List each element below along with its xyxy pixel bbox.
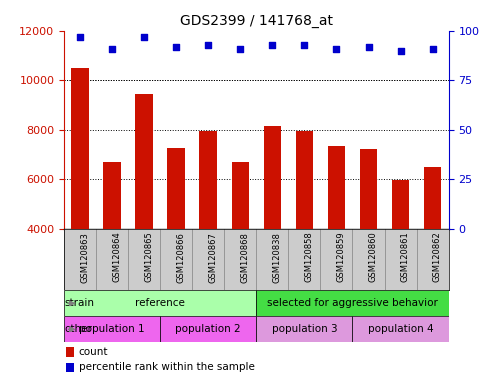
Bar bbox=[360, 149, 377, 228]
Text: population 2: population 2 bbox=[176, 324, 241, 334]
Bar bbox=[136, 94, 153, 228]
Text: GSM120865: GSM120865 bbox=[144, 232, 153, 282]
Bar bbox=[352, 316, 449, 342]
Text: GSM120867: GSM120867 bbox=[208, 232, 217, 283]
Bar bbox=[71, 68, 89, 228]
Point bbox=[173, 43, 180, 50]
Bar bbox=[424, 167, 441, 228]
Point bbox=[140, 33, 148, 40]
Bar bbox=[66, 347, 74, 357]
Bar bbox=[64, 290, 256, 316]
Text: GSM120838: GSM120838 bbox=[272, 232, 282, 283]
Bar bbox=[104, 162, 121, 228]
Bar bbox=[392, 180, 409, 228]
Bar bbox=[200, 131, 217, 228]
Point bbox=[300, 41, 309, 48]
Point bbox=[268, 41, 276, 48]
Title: GDS2399 / 141768_at: GDS2399 / 141768_at bbox=[180, 14, 333, 28]
Text: reference: reference bbox=[135, 298, 185, 308]
Text: GSM120863: GSM120863 bbox=[80, 232, 89, 283]
Text: other: other bbox=[65, 324, 93, 334]
Bar bbox=[66, 363, 74, 372]
Bar bbox=[64, 316, 160, 342]
Point bbox=[236, 45, 244, 51]
Text: GSM120859: GSM120859 bbox=[336, 232, 346, 282]
Bar bbox=[328, 146, 345, 228]
Text: GSM120864: GSM120864 bbox=[112, 232, 121, 282]
Bar bbox=[256, 316, 352, 342]
Text: population 3: population 3 bbox=[272, 324, 337, 334]
Text: count: count bbox=[79, 347, 108, 357]
Bar bbox=[256, 290, 449, 316]
Point bbox=[108, 45, 116, 51]
Point bbox=[396, 48, 404, 54]
Text: GSM120860: GSM120860 bbox=[368, 232, 378, 282]
Point bbox=[364, 43, 373, 50]
Point bbox=[76, 33, 84, 40]
Bar bbox=[264, 126, 281, 228]
Text: strain: strain bbox=[65, 298, 95, 308]
Text: GSM120861: GSM120861 bbox=[400, 232, 410, 282]
Bar bbox=[160, 316, 256, 342]
Text: percentile rank within the sample: percentile rank within the sample bbox=[79, 362, 254, 372]
Bar bbox=[168, 148, 185, 228]
Text: GSM120868: GSM120868 bbox=[240, 232, 249, 283]
Text: GSM120858: GSM120858 bbox=[304, 232, 314, 282]
Point bbox=[204, 41, 212, 48]
Text: GSM120862: GSM120862 bbox=[433, 232, 442, 282]
Text: GSM120866: GSM120866 bbox=[176, 232, 185, 283]
Bar bbox=[296, 131, 313, 228]
Bar bbox=[232, 162, 249, 228]
Text: population 4: population 4 bbox=[368, 324, 433, 334]
Text: population 1: population 1 bbox=[79, 324, 145, 334]
Point bbox=[428, 45, 437, 51]
Text: selected for aggressive behavior: selected for aggressive behavior bbox=[267, 298, 438, 308]
Point bbox=[332, 45, 340, 51]
